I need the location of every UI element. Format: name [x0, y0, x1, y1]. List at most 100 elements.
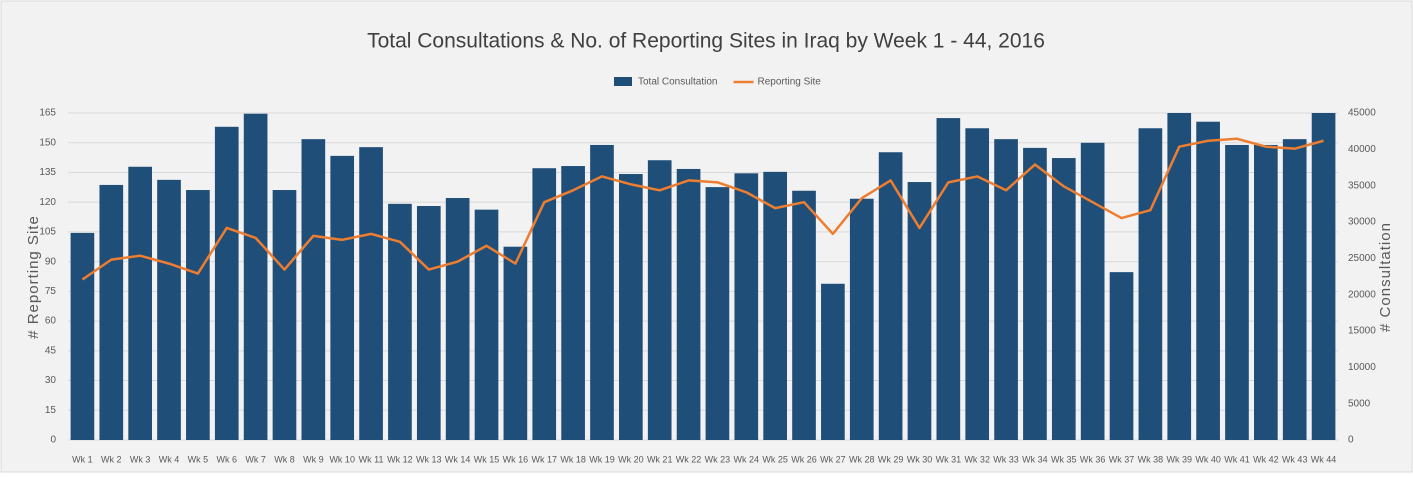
bar — [994, 139, 1018, 440]
y2-tick-label: 40000 — [1348, 144, 1376, 155]
bar — [243, 113, 268, 440]
y2-tick-label: 45000 — [1348, 108, 1376, 119]
bar — [965, 128, 990, 440]
y-tick-label: 60 — [45, 316, 57, 327]
chart-title: Total Consultations & No. of Reporting S… — [367, 30, 1045, 53]
x-tick-label: Wk 6 — [216, 454, 237, 464]
x-tick-label: Wk 14 — [445, 454, 471, 464]
y2-tick-label: 10000 — [1348, 362, 1376, 373]
y-tick-label: 90 — [45, 256, 57, 267]
legend-label: Reporting Site — [758, 77, 822, 88]
x-tick-label: Wk 22 — [676, 454, 702, 464]
x-tick-label: Wk 12 — [387, 454, 413, 464]
bar — [1254, 144, 1278, 440]
bar — [734, 173, 759, 440]
y-tick-label: 165 — [39, 108, 56, 119]
y-tick-label: 150 — [39, 137, 56, 148]
x-tick-label: Wk 29 — [878, 454, 904, 464]
x-tick-label: Wk 27 — [820, 454, 846, 464]
bar — [1051, 158, 1076, 440]
bar — [359, 147, 383, 441]
bar — [792, 190, 816, 440]
bar — [907, 182, 932, 441]
x-tick-label: Wk 40 — [1195, 454, 1221, 464]
bar — [330, 155, 355, 440]
y-tick-label: 75 — [45, 286, 57, 297]
x-tick-label: Wk 31 — [936, 454, 962, 464]
y2-tick-label: 5000 — [1348, 398, 1371, 409]
bar — [763, 171, 787, 441]
bar — [1023, 147, 1047, 440]
bar — [1109, 272, 1134, 440]
bar — [157, 179, 181, 440]
bar — [99, 184, 124, 440]
y-tick-label: 15 — [45, 405, 57, 416]
x-tick-label: Wk 32 — [964, 454, 990, 464]
y2-tick-label: 35000 — [1348, 180, 1376, 191]
x-tick-label: Wk 11 — [359, 454, 384, 464]
x-tick-label: Wk 13 — [416, 454, 442, 464]
x-tick-label: Wk 42 — [1253, 454, 1279, 464]
bar — [301, 139, 326, 440]
bar — [561, 166, 585, 440]
bar — [647, 160, 672, 440]
bar — [503, 246, 528, 440]
x-tick-label: Wk 34 — [1022, 454, 1048, 464]
bar — [1311, 113, 1336, 440]
y-tick-label: 105 — [39, 227, 56, 238]
x-tick-label: Wk 38 — [1138, 454, 1164, 464]
bar — [186, 190, 210, 440]
y2-tick-label: 20000 — [1348, 289, 1376, 300]
x-tick-label: Wk 17 — [531, 454, 557, 464]
bar — [416, 206, 441, 440]
x-tick-label: Wk 19 — [589, 454, 615, 464]
x-tick-label: Wk 41 — [1224, 454, 1250, 464]
x-tick-label: Wk 1 — [72, 454, 93, 464]
x-tick-label: Wk 25 — [762, 454, 788, 464]
y2-axis-label: # Consultation — [1377, 222, 1394, 332]
bar — [272, 190, 297, 440]
y2-tick-label: 0 — [1348, 435, 1354, 446]
y-tick-label: 135 — [39, 167, 56, 178]
x-tick-label: Wk 28 — [849, 454, 875, 464]
legend-label: Total Consultation — [638, 77, 718, 88]
bar — [878, 152, 903, 441]
x-tick-label: Wk 8 — [274, 454, 295, 464]
bar — [388, 203, 412, 440]
x-tick-label: Wk 9 — [303, 454, 324, 464]
x-tick-label: Wk 18 — [560, 454, 586, 464]
bar — [1080, 142, 1105, 440]
bar — [676, 168, 701, 440]
x-tick-label: Wk 4 — [159, 454, 180, 464]
y-axis-label: # Reporting Site — [25, 215, 42, 339]
x-tick-label: Wk 35 — [1051, 454, 1077, 464]
bar — [590, 144, 614, 440]
x-tick-label: Wk 33 — [993, 454, 1019, 464]
bar — [128, 166, 152, 441]
x-tick-label: Wk 26 — [791, 454, 817, 464]
bar — [214, 126, 239, 440]
bar — [474, 209, 499, 440]
bar — [1196, 121, 1220, 440]
bar — [70, 232, 95, 440]
bar — [532, 168, 557, 440]
y-tick-label: 120 — [39, 197, 56, 208]
bar — [705, 187, 730, 440]
x-tick-label: Wk 43 — [1282, 454, 1308, 464]
x-tick-label: Wk 23 — [705, 454, 731, 464]
x-tick-label: Wk 10 — [329, 454, 355, 464]
x-tick-label: Wk 15 — [474, 454, 500, 464]
bar — [849, 198, 874, 440]
bar — [619, 174, 643, 441]
x-tick-label: Wk 3 — [130, 454, 151, 464]
y2-tick-label: 25000 — [1348, 253, 1376, 264]
x-tick-label: Wk 39 — [1166, 454, 1192, 464]
x-tick-label: Wk 21 — [647, 454, 673, 464]
bar — [821, 283, 845, 440]
bar — [1282, 139, 1307, 440]
x-tick-label: Wk 36 — [1080, 454, 1106, 464]
line — [81, 137, 1324, 281]
legend-swatch — [614, 77, 632, 86]
bar — [445, 198, 470, 440]
y2-tick-label: 15000 — [1348, 326, 1376, 337]
